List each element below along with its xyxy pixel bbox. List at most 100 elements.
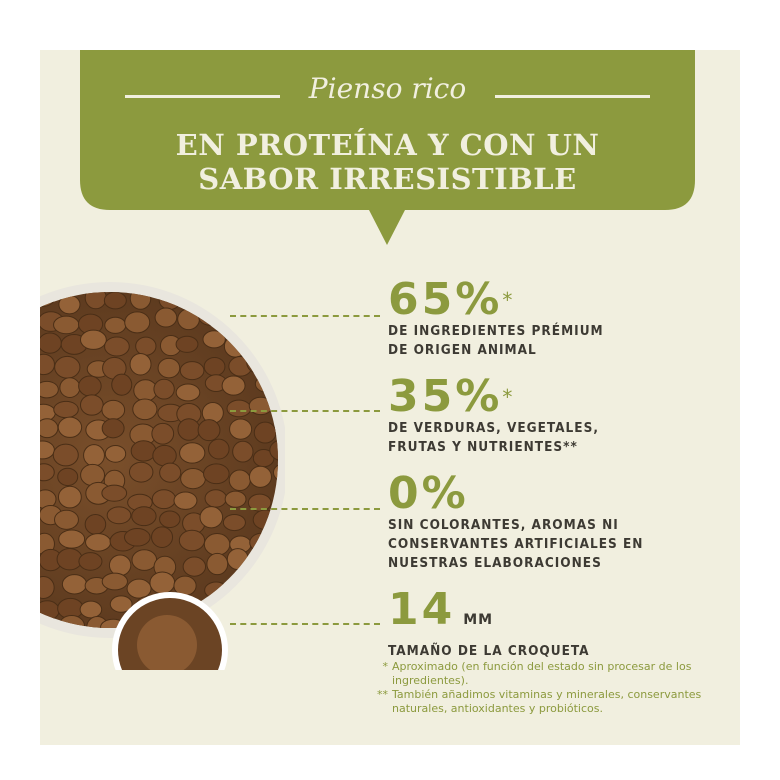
kibble [129,352,152,376]
kibble [197,419,221,442]
kibble [277,292,278,308]
kibble [57,485,82,509]
kibble [253,421,277,444]
headline: EN PROTEÍNA Y CON UN SABOR IRRESISTIBLE [80,128,695,196]
footnote: * Aproximado (en función del estado sin p… [370,660,740,688]
kibble-bowl-image [40,282,285,670]
kibble [61,574,88,595]
kibble [180,468,206,490]
kibble [222,513,246,532]
kibble [79,394,104,416]
kibble [280,336,285,353]
kibble [130,440,157,462]
stat-desc: DE ORIGEN ANIMAL [388,342,537,358]
kibble [182,556,207,577]
kibble [52,443,79,467]
footnote-marker: * [382,660,389,673]
leader-line [230,508,380,510]
kibble [83,444,105,467]
kibble [101,484,128,502]
kibble [179,442,206,464]
kibble [179,361,205,381]
kibble [108,554,132,577]
kibble [151,422,175,445]
kibble [275,580,278,600]
kibble [103,292,127,310]
kibble [173,491,198,510]
kibble [109,595,133,613]
headline-line: SABOR IRRESISTIBLE [198,162,577,196]
kibble [175,335,199,353]
stat-unit: MM [463,612,494,628]
kibble [248,465,272,488]
kibble [151,489,177,510]
kibble [124,528,151,547]
stat-value: 0% [388,468,469,519]
kibble [54,509,79,530]
kibble [248,622,273,628]
kibble [253,292,278,309]
kibble [40,463,55,482]
kibble [203,533,231,556]
stat-desc: DE VERDURAS, VEGETALES, [388,420,599,436]
divider-line [495,95,650,98]
stat-desc: TAMAÑO DE LA CROQUETA [388,643,590,659]
kibble [101,418,125,439]
kibble [104,336,130,357]
footnote-text: Aproximado (en función del estado sin pr… [392,660,692,687]
kibble [199,506,224,529]
kibble [54,355,81,379]
kibble [84,514,107,535]
kibble [101,572,128,591]
kibble [274,615,278,628]
kibble [85,533,112,552]
stat-value: 65% [388,274,503,325]
kibble [153,378,175,400]
kibble [106,506,132,525]
stat-desc: FRUTAS Y NUTRIENTES** [388,439,578,455]
stat-protein: 65%* DE INGREDIENTES PRÉMIUM DE ORIGEN AN… [388,278,604,360]
kibble [178,529,206,552]
kibble [157,357,181,379]
kibble [219,593,247,614]
kibble [126,578,152,599]
kibble [154,307,178,328]
stat-value: 35% [388,371,503,422]
kibble [277,355,278,376]
kibble [56,547,83,571]
kibble [224,490,247,508]
kibble [228,469,251,492]
kibble [151,526,174,548]
stat-kibble-size: 14 MM TAMAÑO DE LA CROQUETA [388,588,590,661]
kibble [78,552,103,571]
kibble [53,400,79,419]
kibble [149,571,176,595]
headline-line: EN PROTEÍNA Y CON UN [175,128,600,162]
kibble [206,552,229,576]
kibble [111,373,133,396]
kibble [78,375,102,397]
kibble [159,462,182,483]
kibble [131,506,157,527]
kibble [128,461,154,483]
kibble [221,375,246,396]
kibble [40,418,59,439]
kibble [269,439,278,462]
banner-shape [80,50,695,245]
footnote-mark: * [502,385,516,409]
kibble [40,380,59,399]
kibble [279,553,285,571]
kibble [229,418,253,440]
kibble [204,489,227,508]
stat-desc: NUESTRAS ELABORACIONES [388,555,602,571]
stat-value: 14 [388,584,456,635]
kibble [79,600,103,619]
kibble [203,463,230,485]
kibble [175,383,201,402]
kibble [101,399,126,421]
kibble [232,440,254,463]
kibble [275,310,278,329]
leader-line [230,410,380,412]
kibble [208,438,230,460]
kibble [57,467,79,487]
